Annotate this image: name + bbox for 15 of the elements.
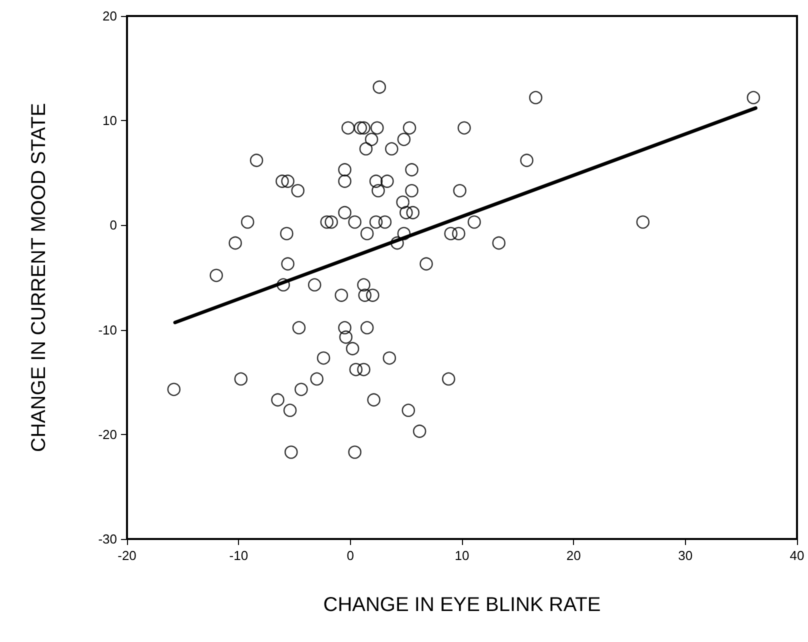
y-tick-label: -30 xyxy=(98,532,117,546)
y-tick-label: -10 xyxy=(98,322,117,338)
x-tick-label: 20 xyxy=(566,548,581,563)
y-tick-label: 0 xyxy=(110,218,117,233)
x-tick-label: 40 xyxy=(790,548,804,563)
y-tick-label: -20 xyxy=(98,426,117,442)
x-tick-label: -10 xyxy=(229,548,248,563)
y-tick-label: 20 xyxy=(102,8,117,24)
x-tick-label: -20 xyxy=(118,548,136,563)
y-axis-title: CHANGE IN CURRENT MOOD STATE xyxy=(28,103,50,452)
x-axis-title: CHANGE IN EYE BLINK RATE xyxy=(323,594,601,616)
y-tick-label: 10 xyxy=(102,113,117,128)
x-tick-label: 0 xyxy=(346,548,354,563)
x-tick-label: 30 xyxy=(678,548,693,563)
x-tick-label: 10 xyxy=(454,548,470,563)
